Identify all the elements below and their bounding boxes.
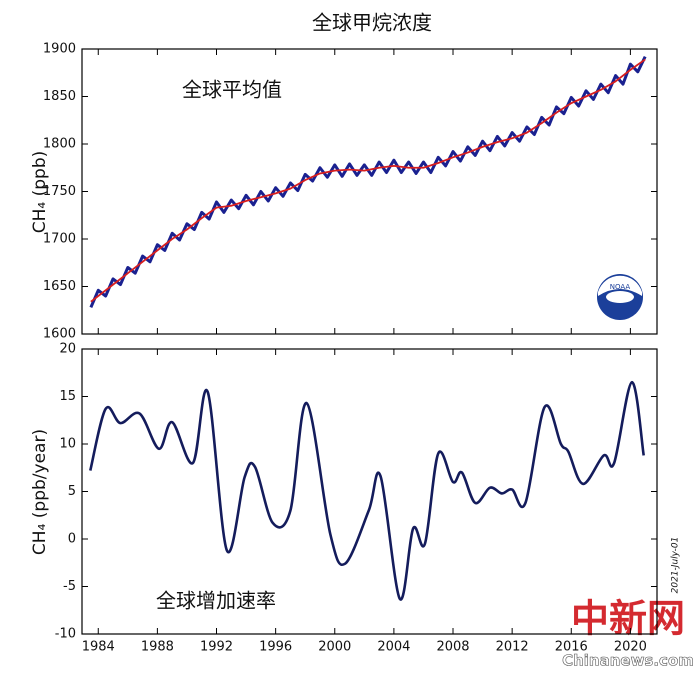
x-tick-label: 1984 <box>82 640 115 655</box>
data-line <box>89 55 647 308</box>
y-tick-label: 1700 <box>43 232 76 247</box>
y-tick-label: 5 <box>68 484 76 499</box>
x-tick-label: 1992 <box>200 640 233 655</box>
y-tick-label: 1850 <box>43 89 76 104</box>
y-tick-label: 1750 <box>43 184 76 199</box>
logo-wave <box>606 291 634 303</box>
y-tick-label: 1650 <box>43 279 76 294</box>
x-tick-label: 2016 <box>555 640 588 655</box>
data-line <box>89 380 645 601</box>
noaa-logo: NOAA <box>597 274 643 320</box>
plot-frame <box>81 48 658 335</box>
y-tick-label: -5 <box>63 579 76 594</box>
x-tick-label: 2008 <box>436 640 469 655</box>
annotation: 全球平均值 <box>182 78 282 102</box>
logo-text: NOAA <box>610 283 631 291</box>
y-tick-label: 10 <box>59 437 76 452</box>
data-line <box>90 58 646 303</box>
x-tick-label: 1988 <box>141 640 174 655</box>
y-axis-label: CH₄ (ppb) <box>30 151 50 234</box>
date-note: 2021-July-01 <box>671 537 681 594</box>
y-tick-label: 1600 <box>43 327 76 342</box>
y-tick-label: -10 <box>55 627 76 642</box>
x-tick-label: 1996 <box>259 640 292 655</box>
annotation: 全球增加速率 <box>156 589 276 613</box>
y-tick-label: 15 <box>59 389 76 404</box>
y-tick-label: 1900 <box>43 42 76 57</box>
watermark-logo: 中新网 <box>571 596 685 641</box>
logo-band <box>598 275 642 296</box>
y-tick-label: 20 <box>59 342 76 357</box>
x-tick-label: 2000 <box>318 640 351 655</box>
x-tick-label: 2004 <box>377 640 410 655</box>
y-tick-label: 1800 <box>43 137 76 152</box>
x-tick-label: 2020 <box>614 640 647 655</box>
chart-title: 全球甲烷浓度 <box>312 11 432 35</box>
x-tick-label: 2012 <box>496 640 529 655</box>
watermark-site: Chinanews.com <box>562 652 694 670</box>
y-axis-label: CH₄ (ppb/year) <box>30 429 50 555</box>
y-tick-label: 0 <box>68 532 76 547</box>
